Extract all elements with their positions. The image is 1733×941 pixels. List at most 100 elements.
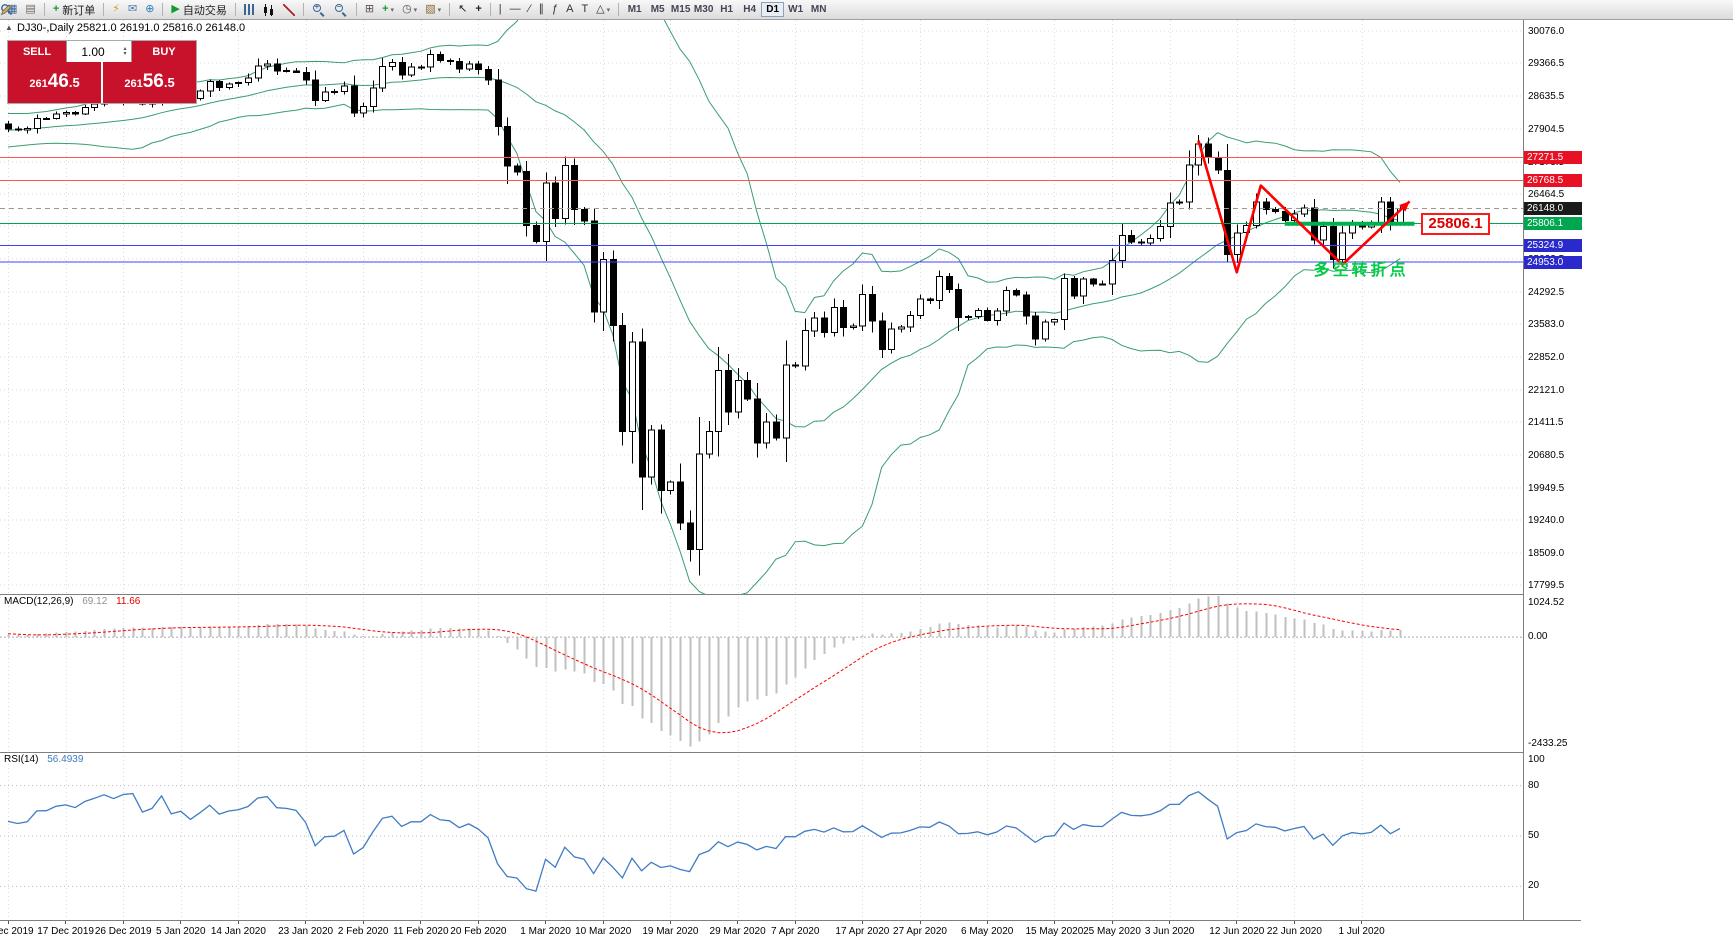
candlestick-chart-button[interactable] — [259, 1, 279, 18]
buy-price[interactable]: 261 56.5 — [103, 62, 196, 103]
time-axis-label: 23 Jan 2020 — [278, 926, 334, 937]
quick-edit-button[interactable] — [0, 1, 1730, 18]
buy-button[interactable]: BUY — [132, 41, 196, 62]
bollinger-bands — [7, 20, 1401, 594]
market-icon: ⊕ — [145, 3, 155, 15]
one-click-trading-panel: SELL 1.00 ▴ ▾ BUY 261 46.5 261 56.5 — [7, 40, 197, 104]
price-tick-label: 23583.0 — [1528, 319, 1565, 330]
time-tick — [1169, 921, 1171, 924]
time-tick — [602, 921, 604, 924]
draw-channel-button[interactable]: ∥ — [534, 1, 548, 18]
mailbox-button[interactable]: ✉ — [124, 1, 141, 18]
volume-value[interactable]: 1.00 — [81, 44, 105, 59]
time-tick — [1236, 921, 1238, 924]
timeframe-d1[interactable]: D1 — [761, 2, 785, 17]
macd-signal-value: 11.66 — [116, 596, 141, 607]
zoom-out-button[interactable]: − — [330, 1, 352, 18]
rsi-panel-separator[interactable] — [0, 752, 1581, 753]
zoom-in-button[interactable]: + — [308, 1, 330, 18]
price-tag-24953.0: 24953.0 — [1524, 255, 1582, 269]
time-tick — [1293, 921, 1295, 924]
price-tag-25324.9: 25324.9 — [1524, 238, 1582, 252]
data-window-button[interactable]: ▤ — [21, 1, 39, 18]
dropdown-caret-icon: ▾ — [390, 6, 395, 14]
draw-shapes-button[interactable]: △ ▾ — [592, 1, 614, 18]
timeframe-h4[interactable]: H4 — [743, 4, 757, 15]
macd-axis-zero: 0.00 — [1528, 631, 1548, 643]
price-tick-label: 29366.5 — [1528, 58, 1565, 70]
bar-chart-icon — [243, 4, 255, 15]
price-axis[interactable]: 30076.029366.528635.527904.527173.526464… — [1523, 20, 1582, 941]
time-axis-label: 10 Mar 2020 — [575, 926, 632, 937]
macd-main-value: 69.12 — [82, 596, 108, 607]
indicators-list-button[interactable]: + ▾ — [378, 1, 398, 18]
rsi-value: 56.4939 — [47, 754, 84, 765]
volume-stepper[interactable]: ▴ ▾ — [119, 45, 131, 57]
draw-trendline-button[interactable]: ∕ — [525, 1, 535, 18]
time-axis-label: 26 Dec 2019 — [94, 926, 152, 937]
zoom-out-icon: − — [334, 3, 348, 17]
indicators-list-icon: + — [382, 3, 389, 15]
timeframe-m1[interactable]: M1 — [627, 4, 642, 15]
time-tick — [986, 921, 988, 924]
candles-layer — [5, 49, 1404, 576]
toolbar-separator — [449, 3, 451, 16]
volume-input[interactable]: 1.00 ▴ ▾ — [66, 41, 132, 62]
new-order-button[interactable]: + 新订单 — [49, 1, 99, 18]
price-tick-label: 24292.5 — [1528, 286, 1565, 298]
market-watch-icon: ▦ — [7, 3, 18, 15]
toolbar-separator — [618, 3, 620, 16]
time-tick — [65, 921, 67, 924]
market-watch-button[interactable]: ▦ — [3, 1, 21, 18]
rsi-axis-80: 80 — [1528, 779, 1540, 791]
mql5-community-button[interactable]: ⚡ — [108, 1, 124, 18]
market-button[interactable]: ⊕ — [141, 1, 158, 18]
time-axis-label: 25 May 2020 — [1083, 926, 1141, 937]
periods-button[interactable]: ◷ ▾ — [398, 1, 421, 18]
draw-text-button[interactable]: A — [562, 1, 577, 18]
horizontal-lines-layer — [0, 157, 1523, 263]
timeframe-m30[interactable]: M30 — [693, 4, 714, 15]
sell-button[interactable]: SELL — [8, 41, 66, 62]
search-button[interactable] — [1, 1, 1722, 18]
timeframe-w1[interactable]: W1 — [788, 4, 804, 15]
pencil-icon — [0, 4, 12, 16]
macd-panel-separator[interactable] — [0, 594, 1581, 595]
cursor-button[interactable]: ↖ — [454, 1, 471, 18]
price-annotation-box[interactable]: 25806.1 — [1421, 212, 1490, 235]
draw-horizontal-line-button[interactable]: — — [506, 1, 525, 18]
stepper-down-icon[interactable]: ▾ — [123, 50, 127, 57]
macd-signal-line — [7, 603, 1401, 734]
auto-trading-button[interactable]: ▶ 自动交易 — [167, 1, 230, 18]
timeframe-h1[interactable]: H1 — [720, 4, 734, 15]
draw-label-button[interactable]: T — [577, 1, 592, 18]
new-order-icon: + — [52, 3, 60, 15]
draw-fibonacci-button[interactable]: ƒ — [548, 1, 562, 18]
sell-price[interactable]: 261 46.5 — [8, 62, 101, 103]
timeframe-m5[interactable]: M5 — [650, 4, 665, 15]
time-axis-label: 12 Jun 2020 — [1209, 926, 1265, 937]
rsi-line — [7, 790, 1401, 892]
macd-panel-canvas[interactable] — [0, 594, 1523, 752]
rsi-panel-canvas[interactable] — [0, 752, 1523, 920]
templates-button[interactable]: ▧ ▾ — [421, 1, 445, 18]
timeframe-m15[interactable]: M15 — [670, 4, 691, 15]
turning-point-label[interactable]: 多空转折点 — [1313, 261, 1409, 279]
timeframe-mn[interactable]: MN — [810, 4, 827, 15]
stepper-up-icon[interactable]: ▴ — [123, 45, 127, 52]
trend-zigzag-arrow[interactable] — [1197, 140, 1411, 274]
price-tick-label: 21411.5 — [1528, 417, 1564, 428]
price-tag-27271.5: 27271.5 — [1524, 151, 1582, 165]
line-chart-button[interactable] — [279, 1, 299, 18]
macd-name: MACD(12,26,9) — [4, 596, 74, 607]
crosshair-button[interactable]: + — [471, 1, 485, 18]
time-tick — [122, 921, 124, 924]
draw-vertical-line-button[interactable]: | — [495, 1, 506, 18]
tile-windows-button[interactable]: ⊞ — [361, 1, 378, 18]
main-chart-canvas[interactable] — [0, 20, 1523, 594]
trade-panel-toggle-icon[interactable]: ▲ — [5, 23, 13, 32]
time-axis-label: 7 Apr 2020 — [771, 926, 820, 937]
bar-chart-button[interactable] — [240, 1, 259, 18]
